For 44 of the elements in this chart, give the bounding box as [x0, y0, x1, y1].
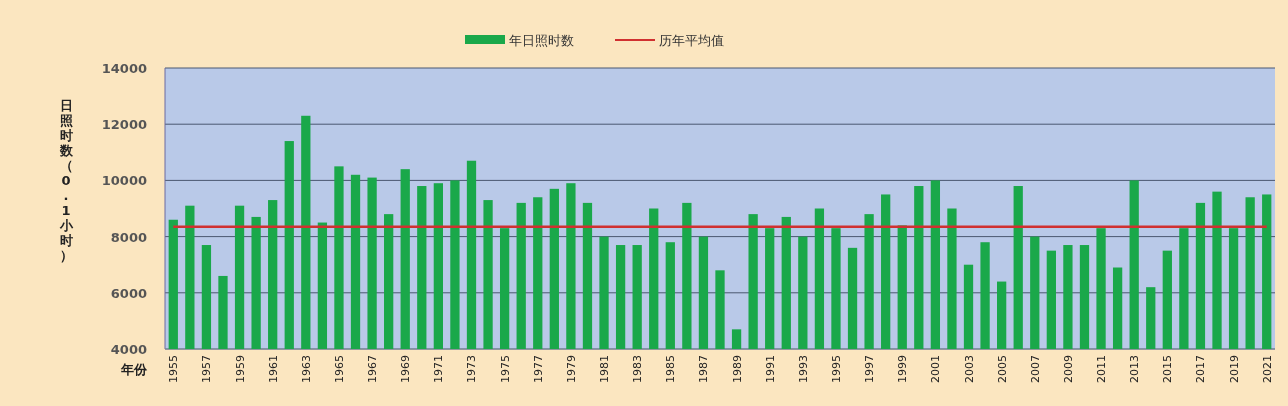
x-tick-label: 1973 — [465, 355, 479, 383]
x-tick-label: 1955 — [167, 355, 181, 383]
x-tick-label: 1961 — [266, 355, 280, 383]
x-tick-label: 1979 — [564, 355, 578, 383]
x-tick-label: 1965 — [332, 355, 346, 383]
x-tick-label: 1983 — [631, 355, 645, 383]
x-tick-label: 1975 — [498, 355, 512, 383]
x-tick-label: 1969 — [399, 355, 413, 383]
y-tick-label: 4000 — [110, 342, 147, 357]
x-tick-label: 1991 — [763, 355, 777, 383]
x-tick-label: 1989 — [730, 355, 744, 383]
x-tick-label: 1963 — [299, 355, 313, 383]
x-tick-label: 2017 — [1194, 355, 1208, 383]
x-tick-label: 1977 — [531, 355, 545, 383]
x-tick-label: 2019 — [1227, 355, 1241, 383]
x-tick-label: 2015 — [1161, 355, 1175, 383]
x-tick-label: 1999 — [896, 355, 910, 383]
x-tick-label: 2007 — [1028, 355, 1042, 383]
x-tick-label: 1993 — [796, 355, 810, 383]
x-tick-label: 1985 — [664, 355, 678, 383]
x-tick-label: 2011 — [1095, 355, 1109, 383]
x-tick-label: 2005 — [995, 355, 1009, 383]
y-tick-label: 12000 — [101, 117, 147, 133]
x-tick-label: 1967 — [366, 355, 380, 383]
x-tick-label: 2021 — [1260, 355, 1274, 383]
legend-label: 年日照时数 — [509, 33, 574, 48]
x-tick-label: 2001 — [929, 355, 943, 383]
y-tick-label: 14000 — [101, 61, 147, 76]
x-tick-label: 1995 — [829, 355, 843, 383]
x-axis-title: 年份 — [120, 362, 148, 377]
x-tick-label: 1957 — [200, 355, 214, 383]
x-tick-label: 1987 — [697, 355, 711, 383]
x-tick-label: 1997 — [863, 355, 877, 383]
y-tick-label: 10000 — [101, 173, 147, 189]
legend-label: 历年平均值 — [659, 33, 724, 48]
x-tick-label: 2003 — [962, 355, 976, 383]
y-tick-label: 6000 — [110, 285, 147, 301]
y-tick-label: 8000 — [110, 229, 147, 245]
x-tick-label: 2009 — [1061, 355, 1075, 383]
text: 日照时数（0.1小时） — [59, 98, 73, 263]
x-tick-label: 2013 — [1128, 355, 1142, 383]
x-tick-label: 1959 — [233, 355, 247, 383]
x-tick-label: 1981 — [598, 355, 612, 383]
x-tick-label: 1971 — [432, 355, 446, 383]
